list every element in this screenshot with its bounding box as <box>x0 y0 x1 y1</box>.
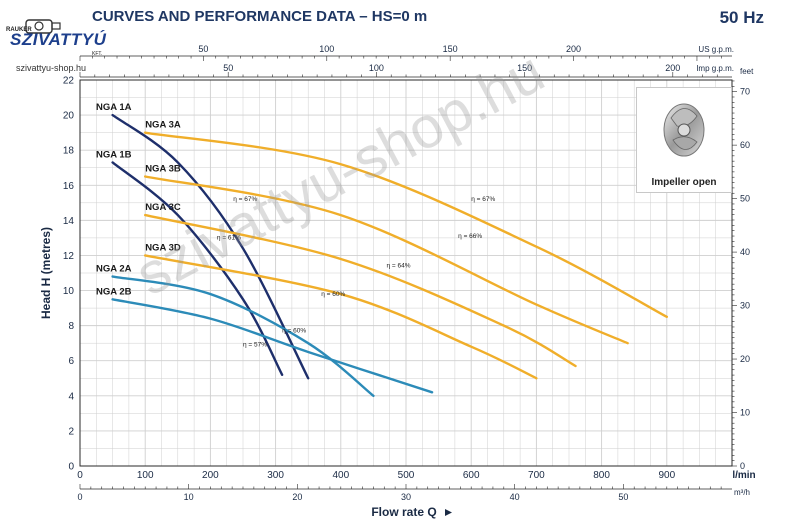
feet-tick-label: 50 <box>740 194 750 204</box>
imp-gpm-unit-label: Imp g.p.m. <box>696 64 734 73</box>
feet-tick-label: 30 <box>740 301 750 311</box>
series-line-nga-3a <box>144 131 668 319</box>
us-gpm-tick-label: 200 <box>566 44 581 54</box>
us-gpm-tick-label: 100 <box>319 44 334 54</box>
frequency-label: 50 Hz <box>719 8 764 27</box>
company-logo <box>4 14 122 62</box>
x-tick-label: 0 <box>77 470 83 481</box>
logo-website: szivattyu-shop.hu <box>16 63 87 73</box>
series-line-nga-3b <box>144 175 629 345</box>
feet-tick-label: 20 <box>740 354 750 364</box>
y-axis-title: Head H (metres) <box>39 227 53 319</box>
y-tick-label: 18 <box>63 146 75 157</box>
efficiency-annotation: η = 67% <box>471 196 495 203</box>
y-tick-label: 0 <box>68 462 74 473</box>
series-lines <box>111 113 668 398</box>
x-axis-title: Flow rate Q <box>371 505 436 519</box>
efficiency-annotation: η = 60% <box>321 291 345 298</box>
x-unit-label: l/min <box>732 470 755 481</box>
efficiency-annotation: η = 66% <box>458 233 482 240</box>
us-gpm-tick-label: 150 <box>443 44 458 54</box>
series-label-nga-3b: NGA 3B <box>145 164 181 175</box>
series-label-nga-3d: NGA 3D <box>145 242 181 253</box>
x-tick-label: 100 <box>137 470 154 481</box>
series-line-nga-2b <box>111 298 434 394</box>
feet-tick-label: 70 <box>740 87 750 97</box>
x-tick-label: 500 <box>398 470 415 481</box>
pump-icon <box>25 19 61 34</box>
feet-tick-label: 60 <box>740 140 750 150</box>
imp-gpm-tick-label: 100 <box>369 63 384 73</box>
series-line-nga-2a <box>111 275 375 398</box>
series-label-nga-1b: NGA 1B <box>96 149 132 160</box>
y-tick-label: 4 <box>68 391 74 402</box>
series-line-nga-3d <box>144 254 538 380</box>
us-gpm-unit-label: US g.p.m. <box>698 45 734 54</box>
y-tick-label: 12 <box>63 251 75 262</box>
impeller-icon <box>663 103 705 157</box>
m3h-tick-label: 50 <box>618 492 628 502</box>
efficiency-annotation: η = 60% <box>282 328 306 335</box>
y-tick-label: 10 <box>63 286 75 297</box>
x-tick-label: 300 <box>267 470 284 481</box>
m3h-tick-label: 10 <box>184 492 194 502</box>
series-label-nga-3c: NGA 3C <box>145 202 181 213</box>
feet-tick-label: 40 <box>740 247 750 257</box>
series-labels: NGA 1A NGA 1B NGA 2A NGA 2B NGA 3A NGA 3B NGA … <box>96 102 495 349</box>
us-gpm-tick-label: 50 <box>198 44 208 54</box>
y-tick-label: 20 <box>63 111 75 122</box>
imp-gpm-tick-label: 150 <box>517 63 532 73</box>
feet-tick-label: 10 <box>740 408 750 418</box>
m3h-tick-label: 30 <box>401 492 411 502</box>
series-label-nga-1a: NGA 1A <box>96 102 132 113</box>
y-tick-label: 22 <box>63 76 75 87</box>
logo-small-text: KFT. <box>92 51 103 57</box>
plot-frame <box>79 79 733 467</box>
y-tick-label: 16 <box>63 181 75 192</box>
logo-main-text: SZIVATTYÚ <box>10 30 107 49</box>
efficiency-annotation: η = 67% <box>233 196 257 203</box>
series-label-nga-3a: NGA 3A <box>145 120 181 131</box>
imp-gpm-tick-label: 200 <box>665 63 680 73</box>
series-line-nga-1b <box>111 161 284 376</box>
series-label-nga-2b: NGA 2B <box>96 286 132 297</box>
y-tick-label: 14 <box>63 216 75 227</box>
y-tick-label: 8 <box>68 321 74 332</box>
y-tick-label: 6 <box>68 356 74 367</box>
feet-tick-label: 0 <box>740 461 745 471</box>
x-tick-label: 800 <box>593 470 610 481</box>
logo-top-text: RAUKER <box>6 27 32 33</box>
y-tick-label: 2 <box>68 426 74 437</box>
efficiency-annotation: η = 57% <box>243 342 267 349</box>
x-tick-label: 900 <box>658 470 675 481</box>
x-axis-arrow <box>445 509 452 516</box>
m3h-unit-label: m³/h <box>734 488 750 497</box>
series-line-nga-3c <box>144 213 577 368</box>
imp-gpm-tick-label: 50 <box>223 63 233 73</box>
m3h-tick-label: 20 <box>292 492 302 502</box>
m3h-tick-label: 40 <box>510 492 520 502</box>
series-label-nga-2a: NGA 2A <box>96 264 132 275</box>
x-tick-label: 600 <box>463 470 480 481</box>
feet-unit-label: feet <box>740 67 754 76</box>
x-tick-label: 400 <box>332 470 349 481</box>
page-title: CURVES AND PERFORMANCE DATA – HS=0 m <box>92 8 428 25</box>
m3h-tick-label: 0 <box>77 492 82 502</box>
x-tick-label: 700 <box>528 470 545 481</box>
impeller-panel: Impeller open <box>636 87 732 193</box>
x-tick-label: 200 <box>202 470 219 481</box>
impeller-label: Impeller open <box>651 177 717 188</box>
efficiency-annotation: η = 64% <box>386 263 410 270</box>
efficiency-annotation: η = 61% <box>217 235 241 242</box>
